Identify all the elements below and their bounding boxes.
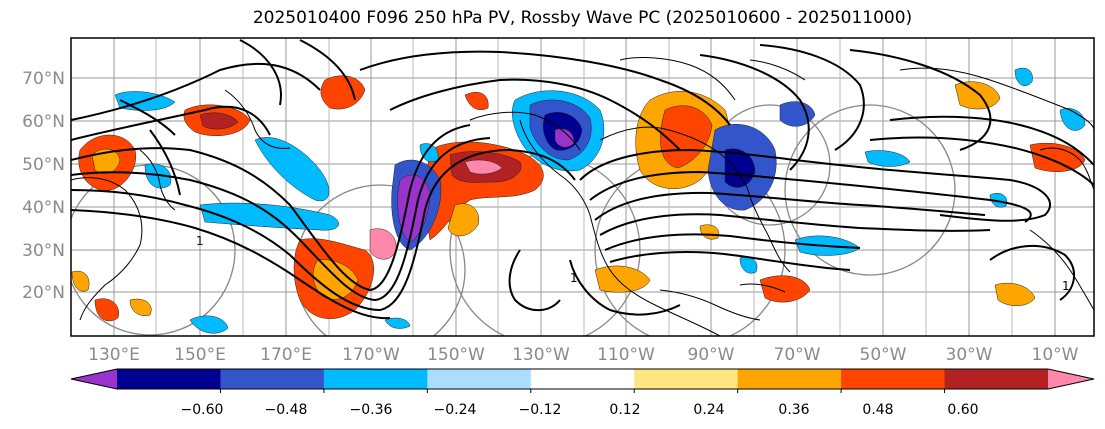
latitude-labels: 70°N 60°N 50°N 40°N 30°N 20°N xyxy=(22,69,65,303)
colorbar-tick-label: 0.24 xyxy=(693,402,724,418)
colorbar-tick-label: 0.36 xyxy=(778,402,809,418)
pv-negative-shading xyxy=(114,67,1086,334)
colorbar-outline xyxy=(70,368,1095,390)
map-frame xyxy=(70,37,1095,337)
coastlines xyxy=(71,57,1094,336)
colorbar-tick-label: −0.48 xyxy=(265,402,308,418)
pv-contours xyxy=(71,39,1094,320)
colorbar-segment xyxy=(530,369,635,389)
longitude-labels: 130°E 150°E 170°E 170°W 150°W 130°W 110°… xyxy=(88,345,1079,365)
longitude-label: 170°W xyxy=(342,345,400,365)
longitude-label: 130°E xyxy=(88,345,140,365)
latitude-label: 70°N xyxy=(22,69,65,89)
figure-title: 2025010400 F096 250 hPa PV, Rossby Wave … xyxy=(252,8,913,28)
longitude-label: 130°W xyxy=(512,345,570,365)
longitude-label: 70°W xyxy=(774,345,821,365)
latitude-label: 30°N xyxy=(22,241,65,261)
colorbar-extend-min xyxy=(71,369,117,389)
contour-label: 1 xyxy=(196,234,204,248)
colorbar-tick-label: 0.60 xyxy=(947,402,978,418)
latitude-label: 50°N xyxy=(22,155,65,175)
colorbar-tick-label: 0.48 xyxy=(862,402,893,418)
colorbar-segment xyxy=(634,369,739,389)
longitude-label: 170°E xyxy=(260,345,312,365)
colorbar-segment xyxy=(944,369,1049,389)
latitude-label: 40°N xyxy=(22,198,65,218)
longitude-label: 50°W xyxy=(860,345,907,365)
colorbar-tick-label: −0.36 xyxy=(350,402,393,418)
pv-positive-shading xyxy=(71,75,1086,322)
colorbar xyxy=(70,368,1095,393)
map-panel: 1 1 1 xyxy=(71,38,1094,336)
colorbar-segment xyxy=(841,369,946,389)
colorbar-tick-label: 0.12 xyxy=(609,402,640,418)
colorbar-segment xyxy=(117,369,221,389)
longitude-label: 110°W xyxy=(597,345,655,365)
longitude-label: 10°W xyxy=(1032,345,1079,365)
colorbar-segment xyxy=(737,369,842,389)
contour-label: 1 xyxy=(1062,279,1070,293)
contour-label: 1 xyxy=(570,271,578,285)
colorbar-extend-max xyxy=(1048,369,1094,389)
longitude-label: 150°E xyxy=(174,345,226,365)
longitude-label: 90°W xyxy=(688,345,735,365)
contour-labels: 1 1 1 xyxy=(196,234,1070,293)
longitude-label: 30°W xyxy=(946,345,993,365)
latitude-label: 20°N xyxy=(22,283,65,303)
colorbar-tick-label: −0.24 xyxy=(434,402,477,418)
colorbar-segment xyxy=(427,369,532,389)
latitude-label: 60°N xyxy=(22,112,65,132)
colorbar-segment xyxy=(220,369,325,389)
colorbar-segment xyxy=(323,369,428,389)
longitude-label: 150°W xyxy=(427,345,485,365)
colorbar-tick-label: −0.12 xyxy=(519,402,562,418)
colorbar-tick-labels: −0.60 −0.48 −0.36 −0.24 −0.12 0.12 0.24 … xyxy=(181,402,979,418)
colorbar-tick-label: −0.60 xyxy=(181,402,224,418)
